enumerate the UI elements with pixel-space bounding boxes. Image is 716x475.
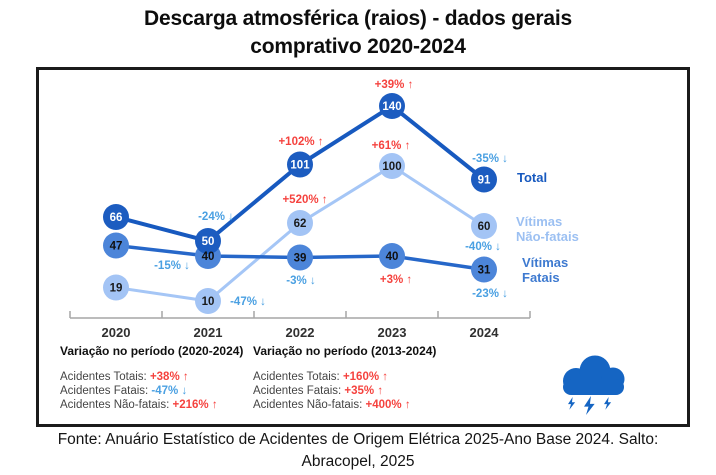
- variation-label: Acidentes Não-fatais:: [253, 399, 363, 411]
- legend-nonfatais: Vítimas Não-fatais: [516, 214, 579, 244]
- variation-label: Acidentes Fatais:: [60, 385, 149, 397]
- pct-change-fatais-2021: -15% ↓: [154, 260, 190, 272]
- data-point-value-fatais-2022: 39: [294, 253, 307, 265]
- data-point-total-2024: [471, 166, 497, 193]
- pct-change-fatais-2024: -23% ↓: [472, 287, 508, 300]
- variation-item: Acidentes Não-fatais: +400% ↑: [253, 398, 436, 412]
- data-point-fatais-2023: [379, 243, 405, 269]
- pct-change-nonfatais-2023: +61% ↑: [371, 140, 411, 152]
- down-arrow-icon: ↓: [181, 385, 188, 397]
- variation-heading: Variação no período (2020-2024): [60, 344, 244, 358]
- variation-value: +35%: [344, 385, 375, 397]
- data-point-value-nonfatais-2021: 10: [202, 296, 215, 308]
- variation-item: Acidentes Totais: +160% ↑: [253, 370, 436, 384]
- cloud-shape: [563, 379, 624, 395]
- data-point-fatais-2020: [103, 232, 129, 259]
- x-axis-label-2024: 2024: [470, 325, 500, 340]
- chart-frame: 2020 2021 2022 2023 2024 19 10 62 100 60 47 40 39 40 3…: [36, 67, 690, 427]
- data-point-fatais-2024: [471, 256, 497, 283]
- pct-change-nonfatais-2024: -40% ↓: [465, 241, 501, 253]
- data-point-nonfatais-2022: [287, 210, 313, 236]
- legend-total: Total: [517, 170, 548, 185]
- source-line-1: Fonte: Anuário Estatístico de Acidentes …: [57, 431, 659, 448]
- data-point-total-2022: [287, 151, 313, 178]
- data-point-nonfatais-2020: [103, 274, 129, 301]
- data-point-value-nonfatais-2020: 19: [110, 283, 123, 295]
- title-line-1: Descarga atmosférica (raios) - dados ger…: [144, 7, 572, 30]
- pct-change-nonfatais-2021: -47% ↓: [230, 296, 266, 308]
- variation-label: Acidentes Totais:: [253, 371, 340, 383]
- source-caption: Fonte: Anuário Estatístico de Acidentes …: [0, 429, 716, 473]
- variation-item: Acidentes Fatais: +35% ↑: [253, 384, 436, 398]
- data-point-value-fatais-2020: 47: [110, 241, 123, 253]
- variation-item: Acidentes Fatais: -47% ↓: [60, 384, 243, 398]
- lightning-bolt-icon: [568, 397, 576, 410]
- x-axis-label-2023: 2023: [378, 325, 407, 340]
- data-point-value-total-2023: 140: [382, 101, 401, 113]
- variation-block-2020-2024: Variação no período (2020-2024) Acidente…: [60, 344, 243, 412]
- data-point-total-2021: [195, 228, 221, 254]
- data-point-total-2020: [103, 204, 129, 230]
- lightning-bolt-icon: [584, 396, 595, 416]
- variation-item: Acidentes Totais: +38% ↑: [60, 370, 243, 384]
- storm-cloud-lightning-icon: [563, 355, 625, 416]
- data-point-value-fatais-2021: 40: [202, 251, 215, 263]
- pct-change-fatais-2022: -3% ↓: [286, 274, 316, 287]
- up-arrow-icon: ↑: [404, 399, 411, 411]
- x-axis-label-2021: 2021: [194, 325, 223, 340]
- data-point-value-total-2021: 50: [202, 236, 215, 248]
- data-point-value-total-2024: 91: [478, 175, 491, 187]
- data-point-nonfatais-2021: [195, 288, 221, 314]
- variation-value: +160%: [342, 371, 380, 383]
- up-arrow-icon: ↑: [382, 371, 389, 383]
- title-line-2: comprativo 2020-2024: [250, 35, 466, 58]
- data-point-fatais-2022: [287, 244, 313, 271]
- line-chart: 2020 2021 2022 2023 2024 19 10 62 100 60 47 40 39 40 3…: [69, 93, 531, 340]
- up-arrow-icon: ↑: [377, 385, 384, 397]
- variation-label: Acidentes Não-fatais:: [60, 399, 170, 411]
- data-point-nonfatais-2024: [471, 213, 497, 239]
- variation-value: +400%: [365, 399, 402, 411]
- data-point-value-nonfatais-2024: 60: [478, 221, 491, 233]
- variation-heading: Variação no período (2013-2024): [253, 344, 437, 358]
- pct-change-total-2024: -35% ↓: [472, 152, 508, 165]
- up-arrow-icon: ↑: [211, 399, 218, 411]
- data-point-value-total-2020: 66: [110, 212, 123, 224]
- lightning-bolt-icon: [604, 397, 612, 410]
- variation-value: +216%: [172, 399, 209, 411]
- variation-label: Acidentes Totais:: [60, 371, 147, 383]
- variation-value: -47%: [151, 385, 179, 397]
- data-point-value-fatais-2023: 40: [386, 251, 399, 263]
- data-point-total-2023: [379, 93, 405, 119]
- up-arrow-icon: ↑: [182, 371, 189, 383]
- source-line-2: Abracopel, 2025: [301, 453, 415, 470]
- data-point-value-nonfatais-2023: 100: [382, 161, 401, 173]
- pct-change-total-2022: +102% ↑: [278, 135, 324, 148]
- variation-item: Acidentes Não-fatais: +216% ↑: [60, 398, 243, 412]
- pct-change-fatais-2023: +3% ↑: [379, 274, 413, 286]
- data-point-value-nonfatais-2022: 62: [294, 218, 307, 230]
- x-axis-label-2020: 2020: [102, 325, 131, 340]
- page-title: Descarga atmosférica (raios) - dados ger…: [0, 5, 716, 61]
- variation-label: Acidentes Fatais:: [253, 385, 342, 397]
- data-point-value-total-2022: 101: [290, 160, 310, 172]
- data-point-value-fatais-2024: 31: [478, 265, 491, 277]
- pct-change-nonfatais-2022: +520% ↑: [282, 194, 328, 206]
- variation-value: +38%: [149, 371, 180, 383]
- pct-change-total-2021: -24% ↓: [198, 211, 234, 223]
- variation-block-2013-2024: Variação no período (2013-2024) Acidente…: [253, 344, 436, 412]
- x-axis-label-2022: 2022: [286, 325, 315, 340]
- legend-fatais: Vítimas Fatais: [522, 255, 569, 285]
- data-point-nonfatais-2023: [379, 153, 405, 179]
- pct-change-total-2023: +39% ↑: [374, 79, 414, 91]
